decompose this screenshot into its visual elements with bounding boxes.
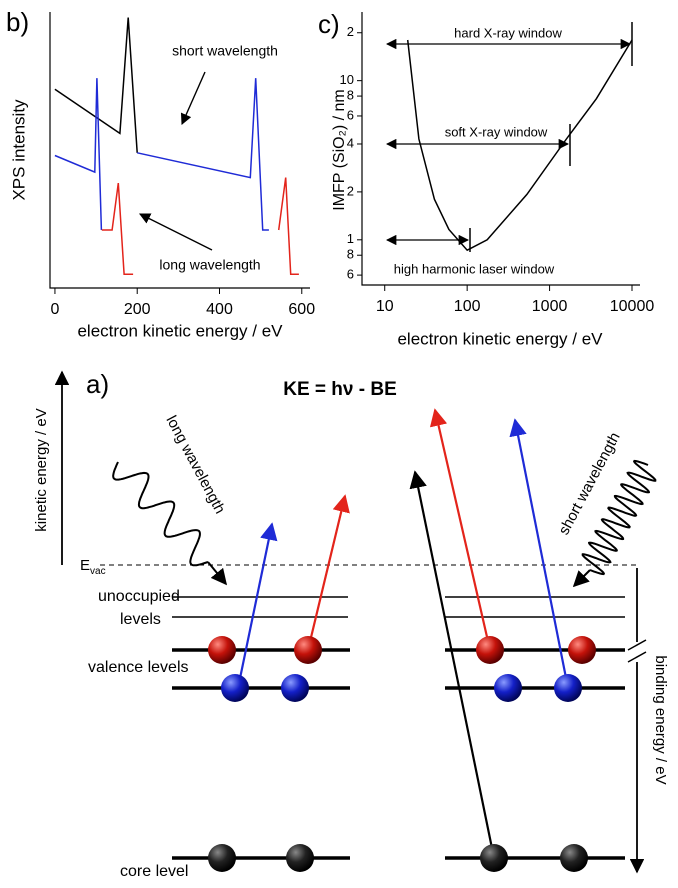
binding-axis-label: binding energy / eV xyxy=(652,655,669,784)
annotation: high harmonic laser window xyxy=(394,261,555,276)
series-line xyxy=(406,39,633,252)
annotation: long wavelength xyxy=(159,257,260,273)
x-axis-title: electron kinetic energy / eV xyxy=(397,329,603,348)
long-wave xyxy=(112,461,209,567)
y-axis-title: IMFP (SiO₂) / nm xyxy=(331,89,348,210)
annotation-arrow xyxy=(138,213,213,251)
level-label: unoccupied xyxy=(98,588,180,605)
x-tick-label: 400 xyxy=(206,301,233,318)
y-axis-title: XPS intensity xyxy=(9,99,28,201)
annotation: hard X-ray window xyxy=(454,25,562,40)
annotation: soft X-ray window xyxy=(445,124,548,139)
series-line xyxy=(54,17,138,153)
series-line xyxy=(101,177,299,275)
evac-label: E xyxy=(80,557,90,574)
evac-label: Evac xyxy=(80,557,106,577)
y-tick-label: 6 xyxy=(347,107,354,122)
x-tick-label: 0 xyxy=(50,301,59,318)
panel-label: a) xyxy=(86,369,109,399)
x-tick-label: 600 xyxy=(288,301,315,318)
y-tick-label: 2 xyxy=(347,183,354,198)
short-wave xyxy=(581,459,657,576)
kinetic-axis-label: kinetic energy / eV xyxy=(33,408,50,531)
y-tick-label: 2 xyxy=(347,24,354,39)
electrons xyxy=(208,636,596,872)
axis-line xyxy=(361,12,640,286)
evac-subscript: vac xyxy=(90,566,106,577)
y-tick-label: 8 xyxy=(347,88,354,103)
x-tick-label: 10000 xyxy=(610,298,655,315)
y-tick-label: 6 xyxy=(347,267,354,282)
y-tick-label: 1 xyxy=(347,231,354,246)
panel-label: c) xyxy=(318,9,340,39)
level-label: levels xyxy=(120,611,161,628)
axis-break xyxy=(627,651,647,663)
x-axis-title: electron kinetic energy / eV xyxy=(77,321,283,340)
level-label: core level xyxy=(120,863,188,880)
panel-label: b) xyxy=(6,7,29,37)
y-tick-label: 8 xyxy=(347,247,354,262)
y-tick-label: 10 xyxy=(340,72,354,87)
long-wave-arrow xyxy=(207,561,228,586)
x-tick-label: 10 xyxy=(376,298,394,315)
x-tick-label: 200 xyxy=(124,301,151,318)
equation: KE = hν - BE xyxy=(283,379,397,400)
level-label: valence levels xyxy=(88,659,189,676)
annotation-arrow xyxy=(180,71,206,126)
y-tick-label: 4 xyxy=(347,135,354,150)
series-line xyxy=(54,78,269,231)
short-wave-arrow xyxy=(572,569,591,588)
x-tick-label: 1000 xyxy=(532,298,568,315)
axis-line xyxy=(49,12,310,289)
axis-break xyxy=(627,639,647,651)
x-tick-label: 100 xyxy=(454,298,481,315)
annotation: short wavelength xyxy=(172,43,278,59)
photoemission-arrows xyxy=(236,408,570,859)
